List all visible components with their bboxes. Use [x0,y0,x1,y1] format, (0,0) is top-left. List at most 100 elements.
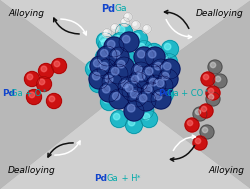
Circle shape [122,81,142,101]
Circle shape [105,75,112,83]
Polygon shape [122,0,250,189]
Circle shape [161,40,178,57]
Text: Dealloying: Dealloying [196,9,243,18]
Circle shape [118,26,124,33]
Circle shape [99,35,105,42]
Circle shape [39,79,44,85]
Circle shape [136,91,156,111]
Circle shape [187,120,192,126]
Circle shape [98,82,118,102]
Circle shape [108,47,128,67]
Circle shape [110,111,127,128]
Circle shape [145,67,152,75]
Circle shape [157,69,177,89]
Polygon shape [0,92,250,189]
Text: Alloying: Alloying [8,9,44,18]
Circle shape [154,92,161,100]
Circle shape [113,113,119,120]
Circle shape [192,136,206,150]
Circle shape [125,116,142,133]
Circle shape [130,30,147,47]
Circle shape [210,62,215,68]
Polygon shape [0,0,122,189]
Circle shape [139,105,145,112]
Circle shape [148,46,154,53]
Circle shape [88,63,94,70]
Circle shape [199,125,213,139]
Circle shape [102,85,110,93]
Text: *: * [204,89,208,95]
Circle shape [142,64,161,84]
Circle shape [124,101,144,121]
Circle shape [200,72,214,86]
Circle shape [154,53,160,60]
Circle shape [108,57,125,74]
Circle shape [109,83,116,90]
Circle shape [145,57,162,74]
Circle shape [205,92,219,106]
Circle shape [119,50,136,67]
Circle shape [194,138,200,144]
Circle shape [49,96,54,102]
Circle shape [151,50,168,67]
Circle shape [123,12,132,22]
Circle shape [141,96,147,103]
Circle shape [118,73,124,80]
Circle shape [36,77,51,91]
Circle shape [111,33,128,50]
Circle shape [163,56,169,63]
Circle shape [159,88,165,95]
Circle shape [122,19,125,22]
Circle shape [104,37,124,57]
Circle shape [98,51,104,58]
Circle shape [126,69,132,76]
Circle shape [89,75,106,92]
Circle shape [145,43,162,60]
Circle shape [41,66,46,72]
Circle shape [124,14,128,17]
Circle shape [108,64,128,84]
Circle shape [112,92,120,100]
Circle shape [100,49,108,57]
Circle shape [160,53,177,70]
Circle shape [207,60,221,74]
Circle shape [159,59,179,79]
Circle shape [144,47,164,67]
Circle shape [137,50,144,58]
Circle shape [152,76,172,96]
Circle shape [149,78,156,86]
Circle shape [214,76,220,82]
Circle shape [128,119,134,126]
Circle shape [127,104,134,112]
Text: Pd: Pd [2,90,15,98]
Circle shape [114,35,120,42]
Circle shape [93,59,100,67]
Circle shape [92,78,98,85]
Circle shape [111,59,117,66]
Circle shape [123,67,140,84]
Circle shape [135,40,152,57]
Circle shape [153,76,159,83]
Circle shape [96,59,116,79]
Circle shape [118,32,139,52]
Circle shape [132,22,136,26]
Circle shape [96,46,116,66]
Circle shape [112,50,120,58]
Text: Pd: Pd [94,174,106,183]
Circle shape [117,60,124,68]
Circle shape [29,92,34,98]
Circle shape [136,102,153,119]
Circle shape [129,60,146,77]
Circle shape [122,53,128,60]
Circle shape [24,71,39,87]
Text: Pd: Pd [100,4,114,14]
Circle shape [130,90,138,98]
Circle shape [98,36,115,53]
Circle shape [128,72,148,92]
Circle shape [107,40,114,48]
Circle shape [132,63,138,70]
Circle shape [143,113,149,120]
Circle shape [102,29,111,37]
Circle shape [148,59,154,66]
Circle shape [163,62,170,70]
